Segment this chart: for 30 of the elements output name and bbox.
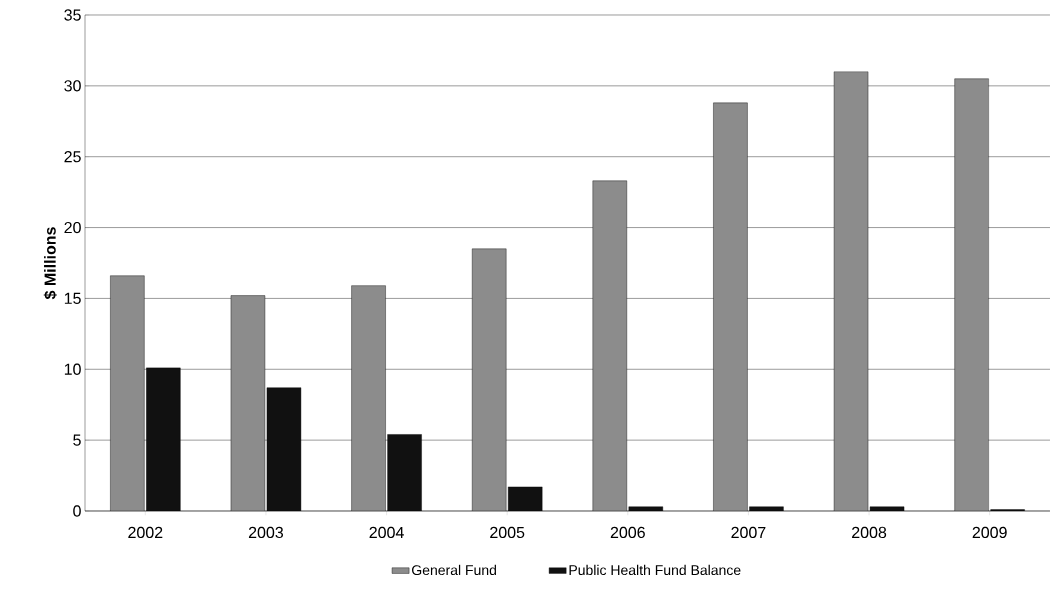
bar [146, 367, 181, 511]
bar [387, 434, 422, 511]
x-tick-label: 2004 [369, 526, 404, 539]
y-tick-label: 30 [64, 80, 81, 92]
bar [230, 295, 266, 511]
bar [471, 248, 507, 511]
y-tick-label: 35 [64, 9, 81, 21]
y-tick-label: 15 [64, 292, 81, 304]
x-tick-label: 2009 [972, 526, 1007, 539]
y-tick-label: 5 [73, 434, 81, 446]
bar [713, 102, 748, 511]
y-tick-label: 25 [64, 151, 81, 163]
x-tick-label: 2006 [610, 526, 645, 539]
y-tick-label: 10 [64, 363, 81, 375]
x-tick-label: 2005 [490, 526, 525, 539]
legend-label: Public Health Fund Balance [569, 564, 741, 576]
x-tick-label: 2003 [248, 526, 284, 539]
bar [266, 387, 302, 511]
x-tick-label: 2008 [852, 526, 887, 539]
bar [592, 180, 628, 511]
y-axis-title: $ Millions [43, 227, 57, 300]
x-tick-label: 2002 [128, 526, 163, 539]
x-tick-label: 2007 [731, 526, 766, 539]
bar [833, 71, 869, 511]
legend-label: General Fund [412, 564, 496, 576]
y-tick-label: 20 [64, 221, 81, 234]
bar [110, 275, 145, 511]
y-tick-label: 0 [73, 505, 81, 517]
bar [954, 78, 989, 511]
bar [351, 285, 386, 511]
